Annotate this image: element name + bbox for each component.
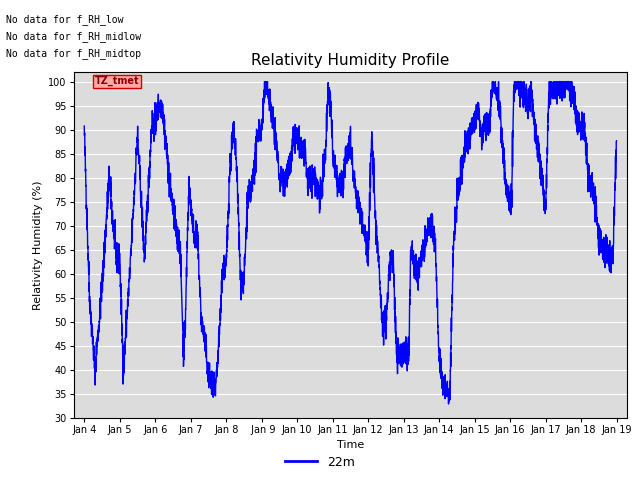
Text: No data for f_RH_low: No data for f_RH_low [6, 14, 124, 25]
Text: No data for f_RH_midtop: No data for f_RH_midtop [6, 48, 141, 59]
Text: TZ_tmet: TZ_tmet [95, 76, 140, 86]
Title: Relativity Humidity Profile: Relativity Humidity Profile [252, 53, 449, 68]
Legend: 22m: 22m [280, 451, 360, 474]
Y-axis label: Relativity Humidity (%): Relativity Humidity (%) [33, 180, 43, 310]
Text: No data for f_RH_midlow: No data for f_RH_midlow [6, 31, 141, 42]
X-axis label: Time: Time [337, 440, 364, 450]
